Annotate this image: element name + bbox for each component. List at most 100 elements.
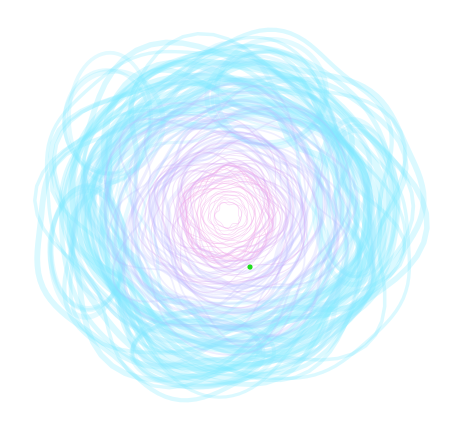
loop-stroke [200, 192, 255, 241]
loop-stroke [62, 39, 430, 383]
loop-stroke [189, 174, 271, 262]
loop-stroke [133, 124, 323, 306]
loop-stroke [104, 83, 352, 347]
loop-stroke [134, 117, 320, 309]
loop-stroke [140, 126, 316, 304]
loop-stroke [75, 60, 383, 367]
loop-stroke [70, 60, 376, 350]
loop-stroke [104, 102, 352, 356]
loop-stroke [175, 162, 287, 269]
loop-stroke [106, 104, 345, 345]
loop-stroke [91, 77, 372, 350]
bulge-stroke [311, 116, 395, 288]
loop-stroke [79, 50, 377, 380]
loop-stroke [181, 165, 271, 265]
loop-stroke [185, 180, 266, 256]
loop-stroke [184, 170, 275, 263]
loop-stroke [201, 190, 255, 240]
bulge-stroke [129, 317, 266, 390]
loop-stroke [104, 82, 359, 338]
loop-stroke [148, 151, 308, 279]
loop-stroke [177, 152, 292, 280]
loop-stroke [153, 135, 304, 296]
loop-stroke [122, 105, 339, 328]
loop-stroke [171, 159, 287, 276]
loop-stroke [80, 48, 373, 377]
bulge-stroke [130, 309, 262, 390]
loop-stroke [33, 31, 407, 390]
loop-stroke [109, 99, 349, 329]
loop-stroke [83, 74, 372, 349]
loop-stroke [144, 131, 306, 293]
loop-stroke [162, 137, 300, 290]
bulge-stroke [130, 316, 277, 388]
loop-stroke [160, 130, 296, 300]
loop-stroke [58, 35, 407, 399]
loop-stroke [194, 180, 263, 248]
loop-stroke [137, 103, 319, 328]
loop-stroke [82, 59, 374, 373]
loop-stroke [200, 186, 257, 245]
loop-stroke [184, 172, 275, 257]
loop-stroke [153, 137, 303, 293]
loop-stroke [128, 119, 328, 311]
loop-stroke [98, 79, 362, 345]
loop-stroke [151, 142, 308, 288]
loop-stroke [188, 171, 274, 260]
loop-stroke [189, 172, 267, 258]
loop-stroke [150, 130, 306, 283]
loop-stroke [182, 169, 274, 261]
loop-stroke [207, 196, 249, 235]
loop-stroke [99, 72, 375, 362]
bulge-stroke [315, 123, 400, 279]
loop-stroke [102, 78, 349, 348]
loop-stroke [62, 27, 394, 403]
green-dot-marker [247, 264, 253, 270]
loop-stroke [84, 95, 374, 332]
bulge-stroke [67, 50, 153, 185]
loop-stroke [113, 103, 340, 316]
loop-stroke [68, 58, 382, 355]
loop-stroke [147, 123, 309, 307]
loop-stroke [113, 95, 333, 336]
ring-pink-core [176, 163, 281, 269]
loop-stroke [68, 67, 377, 374]
loop-stroke [156, 147, 306, 285]
bulge-stroke [317, 127, 392, 278]
loop-stroke [117, 103, 337, 329]
loop-stroke [44, 49, 412, 381]
loop-stroke [82, 75, 376, 354]
loop-stroke [48, 76, 409, 387]
loop-stroke [157, 149, 291, 286]
loop-stroke [176, 164, 281, 269]
spiral-rings [33, 27, 430, 403]
loop-stroke [105, 99, 351, 331]
loop-stroke [161, 142, 295, 285]
loop-stroke [147, 125, 309, 305]
ring-mid-cyan [68, 41, 382, 368]
loop-stroke [130, 113, 326, 316]
loop-stroke [182, 172, 273, 259]
loop-stroke [195, 182, 261, 245]
loop-stroke [52, 43, 416, 383]
bulge-stroke [49, 183, 128, 313]
ring-outer-bulges [47, 36, 400, 390]
loop-stroke [180, 166, 272, 261]
loop-stroke [80, 75, 376, 355]
bulge-stroke [210, 49, 323, 147]
loop-stroke [201, 190, 256, 241]
loop-stroke [179, 160, 277, 270]
loop-stroke [185, 175, 269, 255]
loop-stroke [208, 194, 248, 236]
loop-stroke [210, 197, 247, 232]
loop-stroke [153, 132, 304, 290]
loop-stroke [100, 59, 390, 381]
loop-stroke [213, 201, 243, 229]
loop-stroke [200, 186, 256, 244]
ring-outer-cyan [33, 27, 430, 403]
loop-stroke [69, 72, 387, 358]
loop-stroke [163, 144, 294, 275]
loop-stroke [178, 164, 279, 261]
